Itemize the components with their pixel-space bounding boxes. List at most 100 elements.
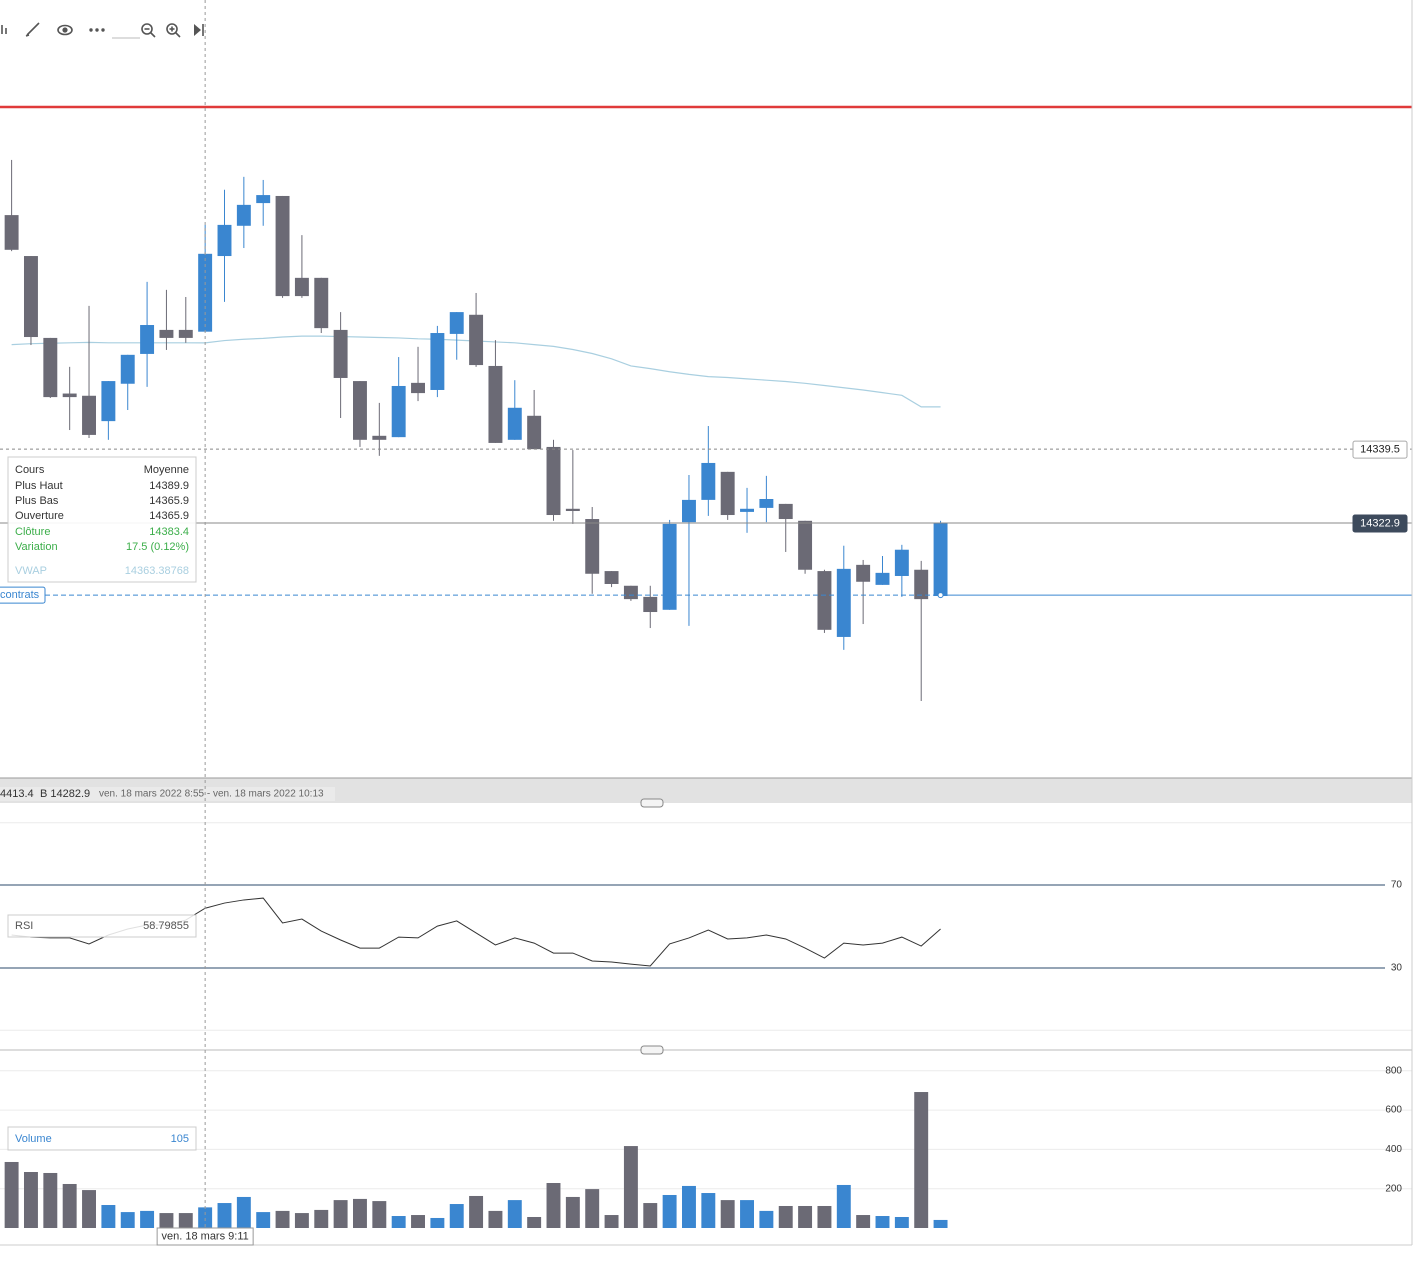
- volume-bar: [798, 1205, 813, 1228]
- candle-body: [256, 195, 271, 204]
- volume-bar: [198, 1207, 213, 1228]
- volume-bar: [759, 1210, 774, 1228]
- rsi-box: RSI 58.79855: [7, 914, 197, 938]
- info-value: 17.5 (0.12%): [126, 541, 189, 553]
- info-header: Moyenne: [144, 464, 189, 476]
- price-tag-label: 14322.9: [1360, 517, 1400, 529]
- volume-bar: [720, 1200, 735, 1228]
- zoom-out-button[interactable]: [141, 23, 156, 38]
- volume-bar: [391, 1216, 406, 1228]
- price-tag: [1352, 440, 1408, 459]
- volume-bar: [875, 1216, 890, 1228]
- y-tick-label: 200: [1385, 1183, 1402, 1194]
- candle-body: [604, 571, 619, 584]
- draw-button[interactable]: [25, 22, 40, 37]
- candle-body: [62, 393, 77, 398]
- volume-bar: [178, 1213, 193, 1228]
- info-label: Plus Haut: [15, 480, 63, 492]
- scroll-end-button[interactable]: [194, 24, 204, 36]
- volume-bar: [546, 1183, 561, 1228]
- visibility-button[interactable]: [57, 24, 73, 36]
- range-period: ven. 18 mars 2022 8:55 - ven. 18 mars 20…: [99, 789, 324, 800]
- price-tag: [1352, 514, 1408, 533]
- candle-body: [894, 549, 909, 576]
- volume-bar: [62, 1183, 77, 1228]
- candle-body: [759, 498, 774, 508]
- candle-body: [314, 277, 329, 329]
- candle-body: [82, 395, 96, 435]
- rsi-label: RSI: [15, 920, 33, 932]
- volume-bar: [585, 1189, 600, 1228]
- candle-body: [856, 564, 871, 582]
- info-label: VWAP: [15, 565, 47, 577]
- volume-bar: [701, 1193, 716, 1228]
- volume-bar: [372, 1201, 387, 1228]
- candle-body: [875, 572, 890, 585]
- volume-bar: [740, 1200, 754, 1228]
- candle-body: [527, 415, 542, 450]
- candle-body: [585, 519, 600, 574]
- candle-body: [101, 381, 116, 422]
- volume-value: 105: [171, 1133, 189, 1145]
- volume-bar: [82, 1190, 96, 1228]
- level-text: contrats: [0, 589, 40, 601]
- candle-body: [778, 503, 793, 520]
- level-tag: [0, 586, 46, 604]
- candle-body: [933, 523, 948, 597]
- marks-layer: [0, 105, 1412, 1228]
- chart-type-button[interactable]: [1, 25, 7, 34]
- candle-body: [449, 312, 464, 334]
- volume-bar: [682, 1185, 696, 1228]
- cursor-label: ven. 18 mars 9:11: [162, 1230, 249, 1242]
- volume-bar: [411, 1215, 425, 1228]
- info-value: 14363.38768: [125, 565, 189, 577]
- volume-bar: [23, 1172, 38, 1228]
- volume-bar: [914, 1092, 929, 1228]
- candle-body: [488, 365, 503, 443]
- grid-layer: [0, 822, 1412, 1190]
- volume-bar: [333, 1200, 348, 1228]
- volume-bar: [527, 1216, 542, 1228]
- volume-bar: [662, 1194, 677, 1228]
- candle-body: [236, 204, 251, 226]
- candle-body: [914, 569, 929, 600]
- candle-body: [372, 435, 387, 440]
- candle-body: [817, 571, 832, 630]
- candle-body: [140, 325, 155, 354]
- volume-bar: [836, 1184, 851, 1228]
- y-tick-label: 400: [1385, 1144, 1402, 1155]
- y-tick-label: 800: [1385, 1065, 1402, 1076]
- candle-body: [275, 195, 290, 297]
- volume-bar: [101, 1205, 116, 1228]
- range-high: 4413.4: [0, 788, 34, 800]
- more-button[interactable]: [89, 28, 105, 32]
- candle-body: [333, 329, 348, 378]
- volume-bar: [449, 1204, 464, 1228]
- volume-bar: [565, 1196, 580, 1228]
- volume-bar: [353, 1198, 367, 1228]
- volume-box: Volume 105: [7, 1126, 197, 1151]
- volume-bar: [623, 1146, 638, 1228]
- candle-body: [294, 277, 309, 297]
- last-point: [937, 592, 944, 599]
- candle-body: [159, 329, 174, 338]
- volume-bar: [140, 1210, 155, 1228]
- volume-bar: [933, 1219, 948, 1228]
- candle-body: [411, 382, 425, 394]
- resize-handle[interactable]: [640, 798, 664, 808]
- info-value: 14365.9: [149, 495, 189, 507]
- cursor-tag: [156, 1227, 254, 1246]
- rsi-value: 58.79855: [143, 920, 189, 932]
- info-value: 14365.9: [149, 510, 189, 522]
- candle-body: [682, 499, 696, 523]
- y-tick-label: 600: [1385, 1105, 1402, 1116]
- volume-bar: [256, 1212, 271, 1228]
- candle-body: [798, 520, 813, 570]
- candle-body: [198, 253, 213, 332]
- zoom-in-button[interactable]: [166, 23, 181, 38]
- resize-handle[interactable]: [640, 1045, 664, 1055]
- volume-bar: [43, 1172, 58, 1228]
- volume-bar: [217, 1203, 232, 1228]
